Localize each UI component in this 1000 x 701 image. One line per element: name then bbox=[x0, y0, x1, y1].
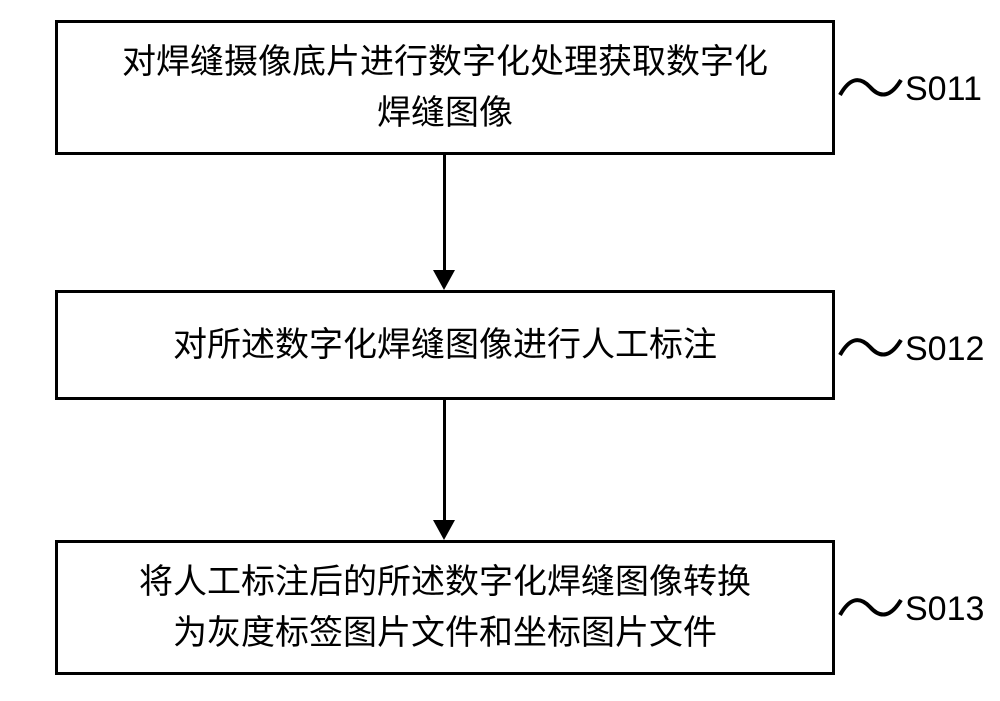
step-text-s013: 将人工标注后的所述数字化焊缝图像转换 为灰度标签图片文件和坐标图片文件 bbox=[139, 557, 751, 659]
step-text-line2: 为灰度标签图片文件和坐标图片文件 bbox=[173, 615, 717, 652]
arrow-head-2 bbox=[433, 520, 455, 540]
tilde-connector-s011 bbox=[838, 65, 903, 110]
step-text-line1: 将人工标注后的所述数字化焊缝图像转换 bbox=[139, 564, 751, 601]
step-text-s012: 对所述数字化焊缝图像进行人工标注 bbox=[173, 320, 717, 371]
step-text-line1: 对焊缝摄像底片进行数字化处理获取数字化 bbox=[122, 44, 768, 81]
step-box-s012: 对所述数字化焊缝图像进行人工标注 bbox=[55, 290, 835, 400]
arrow-head-1 bbox=[433, 270, 455, 290]
step-label-s011: S011 bbox=[905, 70, 982, 109]
step-label-s013: S013 bbox=[905, 590, 984, 629]
tilde-connector-s013 bbox=[838, 585, 903, 630]
step-text-s011: 对焊缝摄像底片进行数字化处理获取数字化 焊缝图像 bbox=[122, 37, 768, 139]
flowchart-container: 对焊缝摄像底片进行数字化处理获取数字化 焊缝图像 S011 对所述数字化焊缝图像… bbox=[0, 0, 1000, 701]
step-box-s013: 将人工标注后的所述数字化焊缝图像转换 为灰度标签图片文件和坐标图片文件 bbox=[55, 540, 835, 675]
step-label-s012: S012 bbox=[905, 330, 984, 369]
step-box-s011: 对焊缝摄像底片进行数字化处理获取数字化 焊缝图像 bbox=[55, 20, 835, 155]
connector-line-2 bbox=[443, 400, 446, 520]
tilde-connector-s012 bbox=[838, 325, 903, 370]
connector-line-1 bbox=[443, 155, 446, 270]
step-text-line2: 焊缝图像 bbox=[377, 95, 513, 132]
step-text-line1: 对所述数字化焊缝图像进行人工标注 bbox=[173, 327, 717, 364]
